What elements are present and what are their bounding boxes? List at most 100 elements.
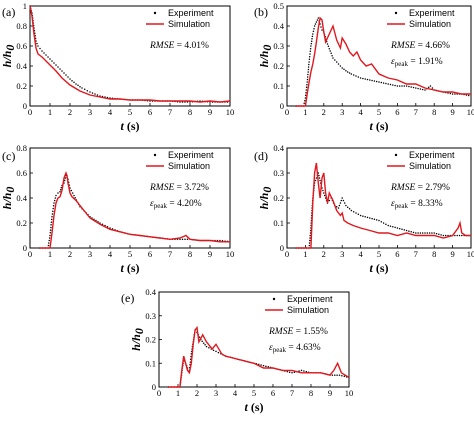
y-tick-label: 0.4 xyxy=(16,61,27,71)
experiment-point xyxy=(444,234,447,237)
x-tick-label: 1 xyxy=(303,107,307,117)
experiment-point xyxy=(369,79,371,81)
experiment-point xyxy=(305,370,308,373)
x-tick-label: 3 xyxy=(340,107,344,117)
experiment-point xyxy=(378,219,380,222)
experiment-point xyxy=(326,43,329,45)
experiment-point xyxy=(308,244,311,247)
experiment-point xyxy=(380,221,383,223)
experiment-point xyxy=(327,45,330,48)
experiment-point xyxy=(421,88,424,91)
y-tick-label: 0.4 xyxy=(273,143,284,153)
rmse-annotation: RMSE = 2.79% xyxy=(390,183,450,193)
experiment-point xyxy=(323,192,325,194)
experiment-point xyxy=(338,374,341,376)
peak-error-annotation: εpeak = 4.63% xyxy=(269,343,321,354)
legend-label-experiment: Experiment xyxy=(287,294,333,304)
peak-error-annotation: εpeak = 8.33% xyxy=(391,199,443,210)
experiment-point xyxy=(352,74,355,76)
x-tick-label: 4 xyxy=(108,107,113,117)
experiment-point xyxy=(454,234,456,237)
y-tick-label: 0 xyxy=(23,243,27,253)
experiment-point xyxy=(322,189,324,192)
experiment-point xyxy=(50,226,52,229)
panel-a: (a) 0 1 2 3 4 5 6 7 8 9 10 0 0.2 0.4 0.6 0.8 1 t (s) h/h0 Ex… xyxy=(0,1,234,133)
y-tick-label: 0.6 xyxy=(16,41,27,51)
experiment-point xyxy=(359,77,362,79)
x-tick-label: 5 xyxy=(252,388,256,398)
y-tick-label: 1 xyxy=(23,1,27,11)
experiment-point xyxy=(412,86,415,89)
x-tick-label: 7 xyxy=(168,107,172,117)
y-tick-label: 0.1 xyxy=(145,358,156,368)
experiment-point xyxy=(74,197,76,199)
experiment-point xyxy=(458,234,461,237)
legend-label-simulation: Simulation xyxy=(409,19,451,29)
experiment-point xyxy=(346,71,349,73)
experiment-point xyxy=(64,177,67,179)
y-axis-label: h/h0 xyxy=(257,45,274,68)
panel-e: (e) 0 1 2 3 4 5 6 7 8 9 10 0 0.1 0.2 0.3 0.4 t (s) h/h0 Exp… xyxy=(121,287,353,414)
experiment-point xyxy=(43,52,45,54)
experiment-point xyxy=(53,62,55,64)
y-tick-label: 0 xyxy=(280,243,284,253)
experiment-point xyxy=(375,80,378,83)
experiment-point xyxy=(65,74,67,76)
experiment-point xyxy=(352,211,355,213)
experiment-point xyxy=(293,371,296,373)
experiment-point xyxy=(50,221,53,223)
x-tick-label: 6 xyxy=(271,388,275,398)
experiment-point xyxy=(387,224,389,227)
experiment-point xyxy=(350,209,353,212)
y-tick-label: 0.4 xyxy=(273,21,284,31)
experiment-point xyxy=(81,87,83,89)
experiment-point xyxy=(184,238,186,241)
panel-d: (d) 0 1 2 3 4 5 6 7 8 9 10 0 0.1 0.2 0.3 0.4 t (s) h/h0 Exp… xyxy=(254,143,474,275)
x-tick-label: 0 xyxy=(285,107,289,117)
y-tick-label: 0.8 xyxy=(16,21,27,31)
experiment-point xyxy=(408,85,410,88)
experiment-point xyxy=(50,218,53,221)
peak-error-annotation: εpeak = 1.91% xyxy=(391,57,443,68)
x-tick-label: 4 xyxy=(233,388,238,398)
experiment-point xyxy=(47,244,50,247)
experiment-point xyxy=(48,237,51,239)
experiment-point xyxy=(201,340,203,343)
y-tick-label: 0.2 xyxy=(16,81,27,91)
experiment-point xyxy=(52,210,54,213)
x-tick-label: 8 xyxy=(188,107,192,117)
experiment-point xyxy=(309,237,311,239)
experiment-point xyxy=(373,218,376,221)
experiment-point xyxy=(338,204,341,207)
y-tick-label: 0.1 xyxy=(273,218,284,228)
experiment-point xyxy=(405,229,408,232)
x-tick-label: 5 xyxy=(377,249,381,259)
y-tick-label: 0 xyxy=(280,101,284,111)
series-line-simulation xyxy=(296,16,471,107)
experiment-point xyxy=(50,224,52,226)
experiment-point xyxy=(357,76,360,78)
experiment-point xyxy=(73,81,75,84)
experiment-point xyxy=(435,232,438,235)
experiment-point xyxy=(369,217,371,219)
experiment-point xyxy=(319,179,321,182)
experiment-point xyxy=(382,82,385,84)
experiment-point xyxy=(311,35,314,38)
experiment-point xyxy=(330,52,332,55)
experiment-point xyxy=(335,61,338,63)
x-tick-label: 0 xyxy=(28,107,32,117)
experiment-point xyxy=(447,234,449,237)
experiment-point xyxy=(429,85,432,87)
legend-label-experiment: Experiment xyxy=(168,150,214,160)
experiment-point xyxy=(186,238,189,241)
experiment-point xyxy=(300,369,303,372)
x-tick-label: 0 xyxy=(285,249,289,259)
experiment-point xyxy=(314,179,317,182)
experiment-point xyxy=(398,85,401,87)
experiment-point xyxy=(357,213,360,216)
experiment-point xyxy=(179,238,181,241)
experiment-point xyxy=(306,76,309,78)
y-tick-label: 0.3 xyxy=(145,311,156,321)
y-tick-label: 0.8 xyxy=(16,143,27,153)
experiment-point xyxy=(345,204,347,207)
